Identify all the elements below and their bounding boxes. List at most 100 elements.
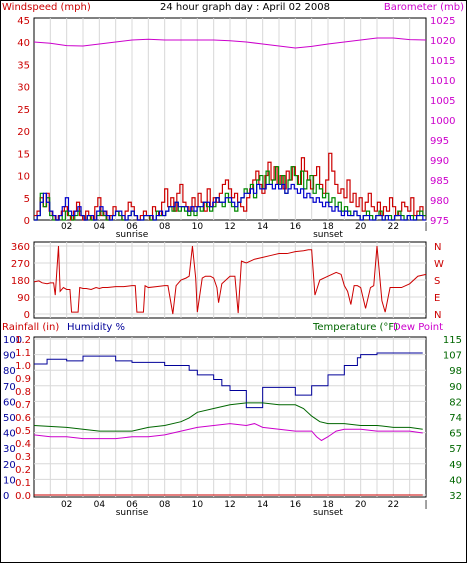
x-tick-label: 14 — [257, 500, 269, 510]
rainfall-tick-label: 0.6 — [15, 413, 31, 424]
temperature-tick-label: 115 — [443, 335, 462, 346]
x-tick-label: 10 — [192, 500, 204, 510]
x-tick-label: 04 — [94, 222, 106, 232]
windspeed-axis-label: Windspeed (mph) — [2, 2, 91, 13]
x-tick-label: 16 — [290, 222, 302, 232]
temperature-tick-label: 107 — [443, 351, 462, 362]
dewpoint-series — [33, 423, 423, 442]
windspeed-tick-label: 5 — [24, 194, 30, 205]
barometer-tick-label: 1010 — [430, 76, 455, 87]
compass-tick-label: S — [434, 276, 440, 287]
windspeed-tick-label: 15 — [17, 149, 30, 160]
x-tick-label: 18 — [322, 222, 334, 232]
rainfall-tick-label: 0.8 — [15, 387, 31, 398]
barometer-tick-label: 990 — [430, 156, 449, 167]
windspeed-tick-label: 0 — [24, 216, 30, 227]
direction-tick-label: 360 — [11, 242, 30, 253]
rainfall-tick-label: 1.1 — [15, 348, 31, 359]
temperature-tick-label: 57 — [449, 444, 462, 455]
x-tick-label: 08 — [159, 222, 171, 232]
barometer-tick-label: 985 — [430, 176, 449, 187]
humidity-tick-label: 70 — [3, 382, 16, 393]
temperature-tick-label: 49 — [449, 460, 462, 471]
windspeed-tick-label: 20 — [17, 127, 30, 138]
temperature-tick-label: 40 — [449, 475, 462, 486]
temperature-tick-label: 32 — [449, 491, 462, 502]
barometer-tick-label: 1000 — [430, 116, 455, 127]
rainfall-tick-label: 0.5 — [15, 426, 31, 437]
humidity-tick-label: 10 — [3, 475, 16, 486]
x-tick-label: 08 — [159, 500, 171, 510]
direction-tick-label: 0 — [24, 310, 30, 321]
x-tick-label: 04 — [94, 500, 106, 510]
barometer-tick-label: 975 — [430, 216, 449, 227]
x-tick-label: 14 — [257, 222, 269, 232]
compass-tick-label: W — [434, 259, 444, 270]
windspeed-tick-label: 45 — [17, 16, 30, 27]
x-tick-label: 22 — [388, 222, 399, 232]
rainfall-tick-label: 1.0 — [15, 361, 31, 372]
direction-tick-label: 180 — [11, 276, 30, 287]
humidity-tick-label: 90 — [3, 351, 16, 362]
dewpoint-axis-label: Dew Point — [393, 322, 443, 333]
x-tick-label: 18 — [322, 500, 334, 510]
barometer-tick-label: 1005 — [430, 96, 455, 107]
x-tick-label: 02 — [61, 222, 72, 232]
x-tick-label: | — [424, 222, 427, 232]
barometer-tick-label: 1020 — [430, 36, 455, 47]
rainfall-tick-label: 0.4 — [15, 439, 31, 450]
barometer-axis-label: Barometer (mb) — [384, 2, 464, 13]
windspeed-tick-label: 10 — [17, 172, 30, 183]
humidity-tick-label: 60 — [3, 397, 16, 408]
sunrise-label: sunrise — [116, 230, 149, 240]
sunset-label: sunset — [313, 230, 343, 240]
x-tick-label: 06 — [126, 222, 138, 232]
temperature-tick-label: 65 — [449, 429, 462, 440]
x-tick-label: 22 — [388, 500, 399, 510]
x-tick-label: 20 — [355, 500, 367, 510]
wind-average-series — [34, 183, 426, 221]
windspeed-tick-label: 30 — [17, 83, 30, 94]
barometer-tick-label: 980 — [430, 196, 449, 207]
temperature-series — [33, 402, 423, 432]
temperature-tick-label: 74 — [449, 413, 462, 424]
humidity-tick-label: 0 — [3, 491, 9, 502]
rainfall-tick-label: 0.3 — [15, 452, 31, 463]
rainfall-tick-label: 0.1 — [15, 478, 31, 489]
humidity-axis-label: Humidity % — [67, 322, 125, 333]
x-tick-label: 16 — [290, 500, 302, 510]
compass-tick-label: N — [434, 310, 441, 321]
windspeed-tick-label: 40 — [17, 38, 30, 49]
rainfall-axis-label: Rainfall (in) — [2, 322, 59, 333]
temperature-tick-label: 82 — [449, 397, 462, 408]
temperature-axis-label: Temperature (°F) — [312, 322, 398, 333]
rainfall-tick-label: 0.0 — [15, 491, 31, 502]
compass-tick-label: E — [434, 293, 440, 304]
barometer-tick-label: 1015 — [430, 56, 455, 67]
windspeed-tick-label: 25 — [17, 105, 30, 116]
humidity-series — [34, 352, 423, 409]
sunrise-label: sunrise — [116, 508, 149, 518]
humidity-tick-label: 30 — [3, 444, 16, 455]
humidity-tick-label: 40 — [3, 429, 16, 440]
humidity-tick-label: 80 — [3, 366, 16, 377]
rainfall-tick-label: 0.7 — [15, 400, 31, 411]
rainfall-tick-label: 0.9 — [15, 374, 31, 385]
rainfall-tick-label: 1.2 — [15, 335, 31, 346]
direction-tick-label: 270 — [11, 259, 30, 270]
wind-direction-series — [33, 245, 427, 315]
barometer-tick-label: 1025 — [430, 16, 455, 27]
x-tick-label: | — [424, 500, 427, 510]
x-tick-label: 02 — [61, 500, 72, 510]
temperature-tick-label: 98 — [449, 366, 462, 377]
x-tick-label: 12 — [224, 500, 235, 510]
barometer-tick-label: 995 — [430, 136, 449, 147]
x-tick-label: 06 — [126, 500, 138, 510]
barometer-series — [33, 37, 427, 49]
windspeed-tick-label: 35 — [17, 60, 30, 71]
x-tick-label: 20 — [355, 222, 367, 232]
chart-title: 24 hour graph day : April 02 2008 — [160, 2, 330, 13]
x-tick-label: 10 — [192, 222, 204, 232]
humidity-tick-label: 20 — [3, 460, 16, 471]
